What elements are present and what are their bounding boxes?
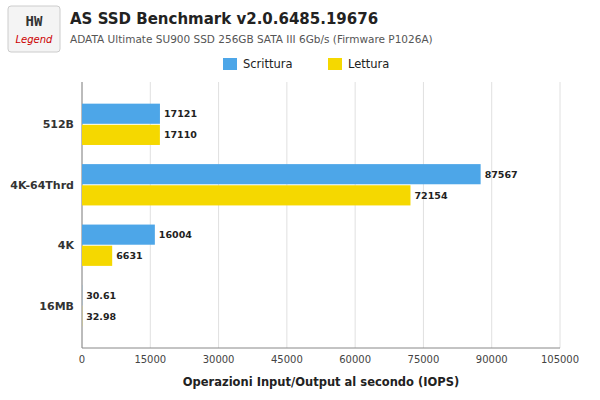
chart-svg: HW Legend AS SSD Benchmark v2.0.6485.19676…	[0, 0, 600, 400]
x-tick-label: 30000	[203, 354, 235, 365]
bar	[82, 306, 83, 326]
data-label: 16004	[159, 229, 192, 240]
x-axis-label: Operazioni Input/Output al secondo (IOPS…	[183, 375, 460, 389]
data-label: 30.61	[86, 290, 116, 301]
data-label: 17121	[164, 108, 197, 119]
y-tick-label: 4K-64Thrd	[10, 179, 74, 192]
grid-line	[560, 82, 561, 348]
background	[0, 0, 600, 400]
data-labels: 30.61 16004 87567 17121 32.98 6631 72154 17110	[86, 108, 518, 322]
legend-label: Lettura	[348, 57, 389, 71]
bar	[82, 246, 112, 266]
subtitle: ADATA Ultimate SU900 SSD 256GB SATA III …	[70, 33, 433, 45]
x-axis-line	[82, 348, 560, 349]
bar	[82, 185, 410, 205]
x-tick-label: 60000	[339, 354, 371, 365]
x-tick-label: 90000	[476, 354, 508, 365]
y-tick-label: 4K	[58, 239, 75, 252]
data-label: 17110	[164, 129, 197, 140]
title: AS SSD Benchmark v2.0.6485.19676	[70, 10, 378, 28]
bars	[82, 104, 481, 327]
bar	[82, 285, 83, 305]
grid-line	[286, 82, 287, 348]
bar	[82, 225, 155, 245]
chart-container: HW Legend AS SSD Benchmark v2.0.6485.19676…	[0, 0, 600, 400]
x-tick-label: 75000	[408, 354, 440, 365]
annotation: HW	[26, 13, 43, 29]
bar	[82, 104, 160, 124]
data-label: 87567	[485, 169, 518, 180]
grid-line	[355, 82, 356, 348]
legend-swatch	[328, 58, 342, 70]
logo-box	[8, 6, 60, 52]
x-tick-label: 15000	[134, 354, 166, 365]
x-tick-label: 45000	[271, 354, 303, 365]
bar	[82, 164, 481, 184]
bar	[82, 125, 160, 145]
legend-swatch	[223, 58, 237, 70]
annotation: Legend	[16, 34, 54, 45]
grid-line	[423, 82, 424, 348]
grid-line	[491, 82, 492, 348]
grid	[82, 82, 560, 348]
y-tick-label: 16MB	[39, 300, 74, 313]
legend-label: Scrittura	[243, 57, 293, 71]
grid-line	[218, 82, 219, 348]
y-tick-label: 512B	[43, 118, 74, 131]
data-label: 72154	[414, 190, 447, 201]
data-label: 32.98	[86, 311, 116, 322]
x-tick-label: 0	[79, 354, 85, 365]
legend: Scrittura Lettura	[223, 57, 389, 71]
data-label: 6631	[116, 250, 142, 261]
x-tick-label: 105000	[541, 354, 579, 365]
